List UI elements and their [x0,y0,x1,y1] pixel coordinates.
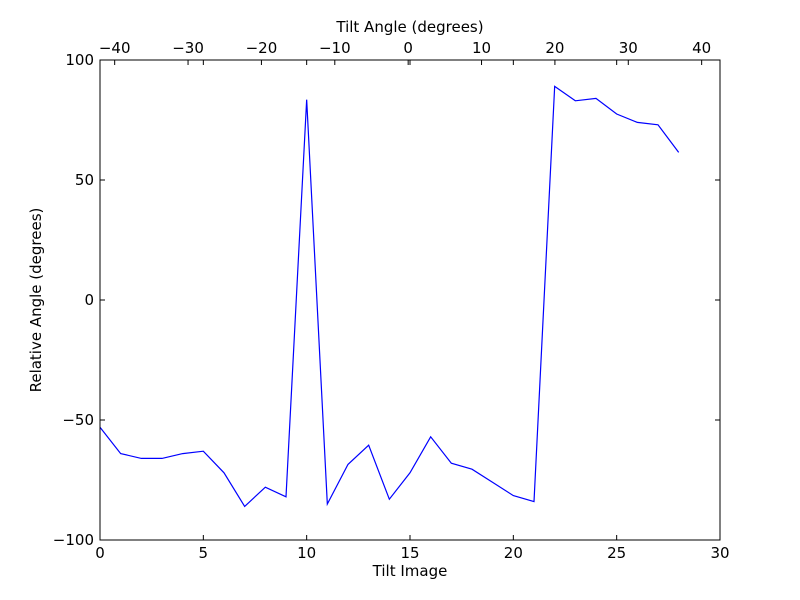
x2-tick-label: 20 [545,39,564,57]
x-tick-label: 20 [504,544,523,562]
top-x-axis-ticks: −40 −30 −20 −10 0 10 20 30 40 [99,39,711,65]
data-point [285,496,286,497]
data-point [182,453,183,454]
data-point [554,86,555,87]
data-point [513,495,514,496]
data-point [141,458,142,459]
x-tick-label: 10 [297,544,316,562]
data-point [306,99,307,100]
y-tick-label: 0 [84,291,94,309]
data-point [430,436,431,437]
y-axis-ticks: −100 −50 0 50 100 [53,51,720,549]
data-point [244,506,245,507]
x-tick-label: 0 [95,544,105,562]
data-point [265,487,266,488]
plot-area [99,59,721,541]
x2-tick-label: −10 [319,39,351,57]
data-point [657,124,658,125]
data-point [120,453,121,454]
data-point [471,469,472,470]
y-tick-label: 50 [75,171,94,189]
data-point [451,463,452,464]
series-layer [99,85,680,508]
top-x-axis-title: Tilt Angle (degrees) [335,18,483,36]
data-point [223,472,224,473]
data-point [616,113,617,114]
x-tick-label: 5 [199,544,209,562]
y-axis-title: Relative Angle (degrees) [27,208,45,393]
x2-tick-label: 30 [619,39,638,57]
x-tick-label: 25 [607,544,626,562]
data-point [637,122,638,123]
data-point [678,152,679,153]
x2-tick-label: 10 [472,39,491,57]
data-point [595,98,596,99]
x2-tick-label: −30 [172,39,204,57]
data-point [409,472,410,473]
data-point [492,482,493,483]
x-tick-label: 30 [710,544,729,562]
data-point [347,464,348,465]
plot-frame [99,59,721,541]
data-point [575,100,576,101]
series-line [99,85,680,508]
x-tick-label: 15 [400,544,419,562]
x2-tick-label: −40 [99,39,131,57]
data-point [533,501,534,502]
data-point [161,458,162,459]
y-tick-label: 100 [65,51,94,69]
data-point [203,451,204,452]
data-point [327,503,328,504]
x2-tick-label: −20 [246,39,278,57]
data-point [389,499,390,500]
y-tick-label: −100 [53,531,94,549]
y-tick-label: −50 [62,411,94,429]
x2-tick-label: 0 [403,39,413,57]
x-axis-title: Tilt Image [372,562,448,580]
x-axis-ticks: 0 5 10 15 20 25 30 [95,60,730,562]
data-point [368,445,369,446]
x2-tick-label: 40 [692,39,711,57]
